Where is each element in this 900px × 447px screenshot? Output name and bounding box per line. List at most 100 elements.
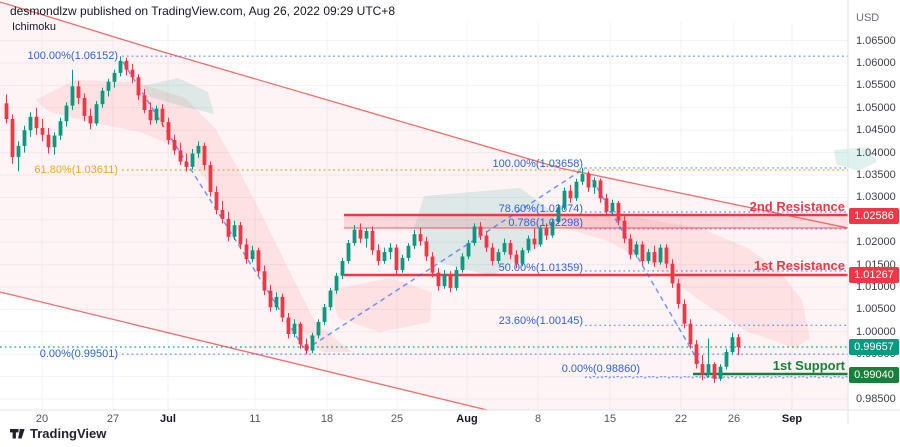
candle-body: [448, 274, 453, 288]
price-axis-tick: 1.00500: [856, 303, 896, 316]
fib-level-label-4: 78.60%(1.02674): [498, 203, 583, 215]
price-axis-tick: 0.98500: [856, 393, 896, 405]
fib-level-label-6: 50.00%(1.01359): [498, 261, 583, 274]
candle-body: [424, 241, 429, 257]
candle-body: [262, 271, 267, 291]
candle-body: [214, 192, 219, 210]
candle-body: [610, 202, 615, 212]
candle-body: [154, 108, 159, 121]
candle-body: [538, 227, 543, 245]
candle-body: [700, 364, 705, 375]
candle-body: [52, 135, 57, 148]
descending-channel-fill: [0, 2, 848, 410]
candle-body: [568, 190, 573, 199]
price-axis-tick: 1.02000: [856, 236, 896, 249]
candlestick-series: [4, 56, 741, 383]
candle-body: [202, 145, 207, 166]
ichimoku-cloud-bullish: [834, 147, 877, 171]
price-level-badge-1: 1.01267: [849, 267, 899, 283]
time-axis-tick: 11: [249, 413, 261, 425]
candle-body: [400, 257, 405, 270]
candle-body: [406, 245, 411, 258]
candle-body: [268, 290, 273, 308]
time-axis-tick: 26: [727, 413, 741, 425]
candle-body: [658, 247, 663, 263]
candle-body: [724, 352, 729, 367]
candle-body: [64, 105, 69, 122]
fib-level-label-5: 0.786(1.02298): [508, 216, 583, 229]
candle-body: [736, 337, 741, 347]
price-axis-tick: 1.06500: [856, 34, 896, 47]
tradingview-logo-icon: [10, 429, 25, 439]
candle-body: [16, 145, 21, 158]
candle-body: [358, 229, 363, 239]
price-axis-tick: 1.01000: [856, 281, 896, 293]
support-resistance-label-1: 1st Resistance: [753, 258, 845, 273]
candle-body: [148, 110, 153, 121]
candle-body: [220, 209, 225, 219]
candle-body: [628, 238, 633, 255]
candle-body: [40, 128, 45, 135]
candle-body: [496, 252, 501, 261]
time-axis-tick: 8: [534, 413, 542, 425]
time-axis-tick: 27: [106, 413, 120, 425]
candle-body: [382, 252, 387, 261]
candle-body: [328, 290, 333, 308]
price-level-badge-3: 0.99040: [849, 366, 899, 383]
tradingview-attribution[interactable]: TradingView: [10, 426, 106, 441]
candle-body: [208, 165, 213, 192]
channel-upper-trendline: [0, 1, 849, 229]
fib-level-label-1: 61.80%(1.03611): [34, 164, 118, 176]
channel-lower-trendline: [0, 291, 488, 411]
fib-level-label-2: 0.00%(0.99501): [39, 348, 118, 361]
candle-body: [514, 254, 519, 264]
candle-body: [364, 231, 369, 239]
support-resistance-label-0: 2nd Resistance: [749, 199, 845, 214]
candle-body: [130, 69, 135, 78]
candle-body: [166, 122, 171, 141]
candle-body: [346, 243, 351, 261]
price-axis-tick: 1.05500: [856, 79, 896, 92]
candle-body: [58, 121, 63, 136]
candle-body: [100, 90, 105, 105]
candle-body: [574, 181, 579, 199]
time-axis-tick: 18: [320, 413, 334, 425]
candle-body: [46, 134, 51, 148]
candle-body: [622, 220, 627, 239]
candle-body: [562, 190, 567, 208]
time-axis-tick: Aug: [456, 413, 478, 425]
tradingview-wordmark: TradingView: [30, 426, 107, 441]
fib-level-label-3: 100.00%(1.03658): [492, 157, 583, 170]
candle-body: [412, 234, 417, 246]
candle-body: [592, 180, 597, 188]
candle-body: [172, 140, 177, 151]
candle-body: [454, 270, 459, 288]
candle-body: [142, 95, 147, 110]
candle-body: [196, 145, 201, 154]
candle-body: [730, 337, 735, 352]
candle-body: [94, 104, 99, 124]
candle-body: [544, 227, 549, 236]
candle-body: [250, 250, 255, 260]
candle-body: [388, 247, 393, 253]
candle-body: [718, 366, 723, 379]
candle-body: [118, 60, 123, 73]
support-resistance-label-2: 1st Support: [772, 358, 845, 373]
time-axis-tick: 15: [603, 413, 617, 425]
price-axis-tick: 1.06000: [856, 57, 896, 69]
candle-body: [502, 243, 507, 253]
candle-body: [286, 317, 291, 334]
candle-body: [580, 174, 585, 182]
price-axis-tick: 1.00000: [856, 325, 896, 338]
candle-body: [4, 103, 9, 119]
candle-body: [334, 275, 339, 291]
price-axis-tick: 1.03000: [856, 191, 896, 204]
candle-body: [352, 229, 357, 244]
candle-body: [532, 238, 537, 245]
candle-body: [322, 307, 327, 322]
candle-body: [442, 274, 447, 287]
candle-body: [640, 244, 645, 261]
candle-body: [316, 321, 321, 336]
